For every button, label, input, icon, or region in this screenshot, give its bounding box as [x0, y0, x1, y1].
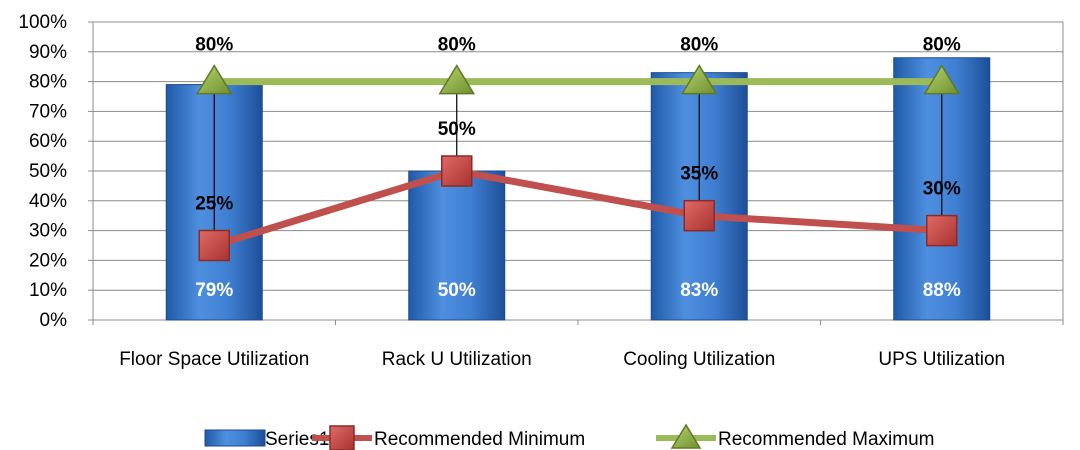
legend-label-series1: Series1	[265, 429, 329, 450]
bar-data-label: 83%	[680, 280, 718, 301]
category-label: UPS Utilization	[878, 349, 1005, 370]
legend-marker-minimum	[329, 425, 355, 450]
max-data-label: 80%	[438, 35, 476, 56]
data-labels: 79% 50% 83% 88% 80% 80% 80% 80% 25% 50% 35% 30%	[195, 35, 961, 302]
y-tick-label: 100%	[18, 12, 67, 33]
category-label: Cooling Utilization	[623, 349, 775, 370]
marker-recommended-minimum	[683, 199, 715, 232]
bar-data-label: 79%	[195, 280, 233, 301]
legend: Series1 Recommended Minimum Recommended Ma…	[204, 423, 934, 450]
high-low-lines	[213, 81, 943, 246]
legend-marker-maximum	[670, 423, 702, 449]
legend-swatch-series1	[204, 429, 266, 447]
bar-data-label: 88%	[923, 280, 961, 301]
marker-recommended-maximum	[195, 64, 233, 95]
marker-recommended-maximum	[923, 64, 961, 95]
marker-recommended-maximum	[680, 64, 718, 95]
category-label: Floor Space Utilization	[119, 349, 309, 370]
y-tick-label: 90%	[29, 42, 67, 63]
min-data-label: 50%	[438, 119, 476, 140]
marker-recommended-maximum	[438, 64, 476, 95]
y-tick-label: 20%	[29, 250, 67, 271]
y-tick-label: 10%	[29, 280, 67, 301]
y-tick-label: 60%	[29, 131, 67, 152]
marker-recommended-minimum	[926, 214, 958, 247]
axes: 0% 10% 20% 30% 40% 50% 60% 70% 80% 90% 100% Floor S…	[18, 12, 1064, 370]
max-data-label: 80%	[195, 35, 233, 56]
min-data-label: 35%	[680, 164, 718, 185]
y-tick-label: 50%	[29, 161, 67, 182]
bar-series1	[408, 170, 506, 321]
marker-recommended-minimum	[198, 229, 230, 262]
y-tick-label: 70%	[29, 101, 67, 122]
y-tick-label: 40%	[29, 191, 67, 212]
max-data-label: 80%	[923, 35, 961, 56]
line-recommended-minimum	[213, 167, 942, 249]
max-data-label: 80%	[680, 35, 718, 56]
y-tick-label: 0%	[40, 310, 68, 331]
min-data-label: 30%	[923, 179, 961, 200]
y-tick-label: 80%	[29, 72, 67, 93]
category-label: Rack U Utilization	[382, 349, 532, 370]
series-lines	[195, 64, 961, 262]
legend-label-maximum: Recommended Maximum	[718, 429, 934, 450]
bars	[165, 57, 991, 321]
marker-recommended-minimum	[441, 155, 473, 187]
bar-data-label: 50%	[438, 280, 476, 301]
legend-label-minimum: Recommended Minimum	[374, 429, 585, 450]
min-data-label: 25%	[195, 194, 233, 215]
y-tick-label: 30%	[29, 221, 67, 242]
